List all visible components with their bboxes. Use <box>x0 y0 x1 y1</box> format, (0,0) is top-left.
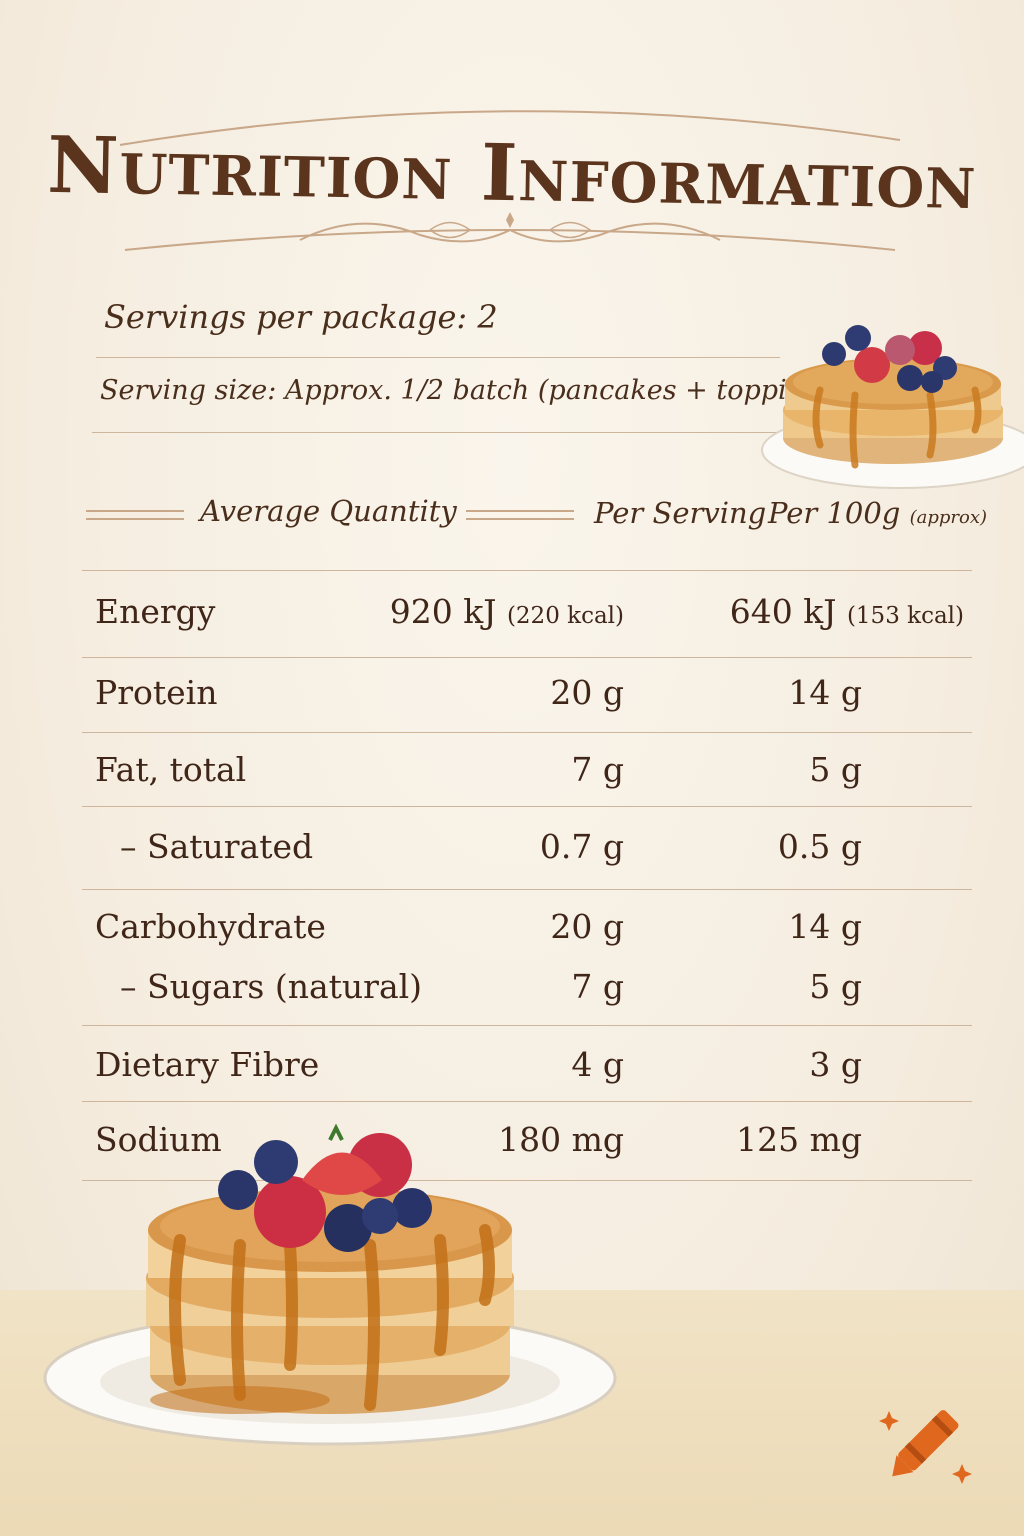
protein-per-serving: 20 g <box>550 673 624 712</box>
carbohydrate-per-serving: 20 g <box>550 907 624 946</box>
divider <box>96 357 780 358</box>
divider <box>82 1101 972 1102</box>
sugars-per-serving: 7 g <box>571 967 624 1006</box>
protein-per-100g: 14 g <box>788 673 862 712</box>
row-label-protein: Protein <box>95 673 218 712</box>
fat-total-per-serving: 7 g <box>571 750 624 789</box>
row-label-sodium: Sodium <box>95 1120 222 1159</box>
large-pancake-illustration <box>43 1123 617 1446</box>
sodium-per-100g: 125 mg <box>736 1120 862 1159</box>
sodium-per-serving: 180 mg <box>498 1120 624 1159</box>
servings-per-package: Servings per package: 2 <box>104 298 498 336</box>
divider <box>82 570 972 571</box>
divider <box>82 806 972 807</box>
fat-total-per-100g: 5 g <box>809 750 862 789</box>
header-per-serving: Per Serving <box>594 496 767 530</box>
header-per-100g-note: (approx) <box>909 507 988 528</box>
divider <box>82 1025 972 1026</box>
title-block: Nutrition Information <box>0 100 1024 270</box>
serving-size: Serving size: Approx. 1/2 batch (pancake… <box>100 375 846 406</box>
divider <box>82 1180 972 1181</box>
dietary-fibre-per-serving: 4 g <box>571 1045 624 1084</box>
crayon-icon <box>879 1410 972 1484</box>
saturated-per-100g: 0.5 g <box>777 827 862 866</box>
header-average-quantity: Average Quantity <box>200 494 457 528</box>
page-title: Nutrition Information <box>46 119 978 228</box>
divider <box>92 432 782 433</box>
divider <box>82 889 972 890</box>
row-label-sugars: – Sugars (natural) <box>120 967 423 1006</box>
sugars-per-100g: 5 g <box>809 967 862 1006</box>
dietary-fibre-per-100g: 3 g <box>809 1045 862 1084</box>
row-label-energy: Energy <box>95 592 216 631</box>
header-rule-left <box>86 510 184 520</box>
divider <box>82 657 972 658</box>
saturated-per-serving: 0.7 g <box>539 827 624 866</box>
divider <box>82 732 972 733</box>
header-per-100g: Per 100g (approx) <box>768 496 988 530</box>
header-rule-right <box>466 510 574 520</box>
row-label-saturated: – Saturated <box>120 827 314 866</box>
title-flourish <box>119 110 901 251</box>
row-label-dietary-fibre: Dietary Fibre <box>95 1045 320 1084</box>
row-label-carbohydrate: Carbohydrate <box>95 907 326 946</box>
energy-per-serving: 920 kJ (220 kcal) <box>389 592 624 631</box>
small-pancake-illustration <box>761 325 1024 489</box>
energy-per-100g: 640 kJ (153 kcal) <box>729 592 964 631</box>
carbohydrate-per-100g: 14 g <box>788 907 862 946</box>
row-label-fat-total: Fat, total <box>95 750 247 789</box>
